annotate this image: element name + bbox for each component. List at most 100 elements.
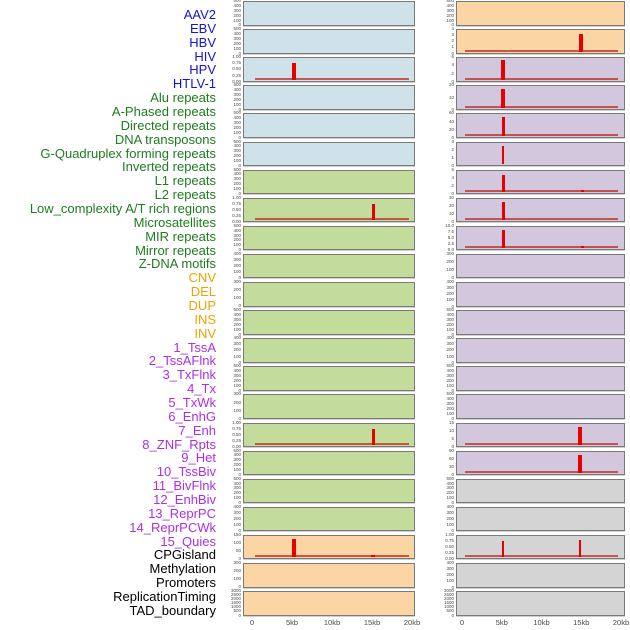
y-tick: 0 bbox=[238, 612, 241, 618]
y-tick: 1 bbox=[451, 44, 454, 50]
y-tick: 0 bbox=[451, 78, 454, 84]
feature-label-Low_complexity A/T rich regions: Low_complexity A/T rich regions bbox=[29, 200, 216, 216]
y-axis-ticks-4_Tx: 3 2 1 0 bbox=[432, 139, 454, 169]
y-axis-ticks-14_ReprPCWk: 15 10 5 0 bbox=[432, 420, 454, 450]
y-tick: 200 bbox=[233, 516, 241, 522]
track-panel-6_EnhG bbox=[456, 197, 625, 223]
y-tick: 500 bbox=[233, 138, 241, 144]
track-panel-7_Enh bbox=[456, 225, 625, 251]
y-tick: 5 bbox=[451, 435, 454, 441]
plot-data-area bbox=[463, 227, 620, 250]
y-tick: 300 bbox=[233, 373, 241, 379]
plot-data-area bbox=[253, 424, 411, 447]
track-panel-DEL bbox=[243, 563, 415, 588]
data-spike bbox=[501, 229, 505, 249]
y-tick: 1.00 bbox=[232, 419, 241, 425]
y-axis-ticks-Mirror repeats: 500 400 300 200 100 0 bbox=[219, 476, 241, 506]
y-tick: 400 bbox=[233, 2, 241, 8]
track-panel-13_ReprPC bbox=[456, 394, 625, 419]
plot-data-area bbox=[463, 452, 620, 475]
plot-data-area bbox=[253, 199, 411, 222]
plot-data-area bbox=[463, 58, 620, 81]
data-spike bbox=[371, 204, 375, 221]
y-axis-ticks-7_Enh: 10.0 7.5 5.0 2.5 0.0 bbox=[432, 223, 454, 253]
y-tick: 0.00 bbox=[232, 444, 241, 449]
data-baseline bbox=[254, 555, 410, 558]
y-tick: 0.75 bbox=[232, 425, 241, 431]
y-tick: 300 bbox=[233, 148, 241, 154]
y-axis-ticks-DUP: 3000 2500 2000 1500 1000 500 0 bbox=[219, 588, 241, 618]
y-tick: 300 bbox=[446, 401, 454, 407]
y-tick: 300 bbox=[446, 341, 454, 347]
feature-label-MIR repeats: MIR repeats bbox=[145, 228, 216, 244]
y-axis-ticks-15_Quies: 90 60 30 0 bbox=[432, 447, 454, 478]
y-tick: 100 bbox=[233, 495, 241, 501]
feature-label-Methylation: Methylation bbox=[149, 561, 216, 577]
y-tick: 0 bbox=[451, 331, 454, 337]
feature-label-CNV: CNV bbox=[188, 270, 216, 286]
track-panel-Mirror repeats bbox=[243, 478, 415, 504]
y-tick: 300 bbox=[233, 341, 241, 347]
y-tick: 200 bbox=[233, 263, 241, 269]
y-tick: 0 bbox=[238, 162, 241, 168]
y-tick: 400 bbox=[446, 2, 454, 8]
y-tick: 500 bbox=[446, 608, 454, 614]
y-axis-ticks-Methylation: 400 300 200 100 0 bbox=[432, 504, 454, 534]
y-tick: 100 bbox=[446, 326, 454, 332]
y-tick: 1.00 bbox=[232, 194, 241, 200]
y-tick: 1500 bbox=[230, 600, 241, 606]
y-tick: 300 bbox=[233, 7, 241, 13]
y-tick: 0 bbox=[238, 387, 241, 393]
y-tick: 2500 bbox=[230, 592, 241, 598]
y-tick: 400 bbox=[446, 368, 454, 374]
y-tick: 500 bbox=[233, 110, 241, 116]
y-tick: 200 bbox=[233, 153, 241, 159]
feature-label-G-Quadruplex forming repeats: G-Quadruplex forming repeats bbox=[40, 145, 216, 161]
data-spike bbox=[292, 63, 297, 80]
data-spike bbox=[501, 117, 505, 136]
track-panel-10_TssBiv bbox=[456, 310, 625, 335]
data-baseline bbox=[464, 49, 619, 52]
y-tick: 2 bbox=[451, 70, 454, 76]
y-tick: 7.5 bbox=[447, 228, 454, 234]
plot-data-area bbox=[253, 311, 411, 334]
y-axis-ticks-12_EnhBiv: 500 400 300 200 100 0 bbox=[432, 364, 454, 393]
y-tick: 200 bbox=[233, 321, 241, 327]
feature-label-HBV: HBV bbox=[189, 34, 216, 50]
y-tick: 400 bbox=[233, 311, 241, 317]
track-panel-4_Tx bbox=[456, 141, 625, 166]
y-tick: 90 bbox=[448, 447, 454, 453]
data-spike bbox=[578, 540, 582, 558]
y-axis-ticks-HPV: 500 400 300 200 100 0 bbox=[219, 111, 241, 140]
y-tick: 0 bbox=[451, 303, 454, 309]
y-axis-ticks-10_TssBiv: 500 400 300 200 100 0 bbox=[432, 307, 454, 337]
y-tick: 400 bbox=[446, 335, 454, 341]
y-tick: 0 bbox=[451, 612, 454, 618]
y-tick: 6 bbox=[451, 54, 454, 60]
track-panel-AAV2 bbox=[243, 1, 415, 26]
track-panel-INS bbox=[456, 1, 625, 26]
y-axis-ticks-L2 repeats: 500 400 300 200 100 0 bbox=[219, 364, 241, 393]
plot-data-area bbox=[463, 143, 620, 166]
feature-label-DEL: DEL bbox=[190, 284, 216, 300]
track-panel-3_TxFlnk bbox=[456, 113, 625, 138]
x-tick-label: 5kb bbox=[495, 618, 508, 627]
data-baseline bbox=[464, 218, 619, 221]
y-axis-ticks-3_TxFlnk: 60 40 20 0 bbox=[432, 111, 454, 140]
plot-data-area bbox=[463, 339, 620, 362]
data-spike bbox=[580, 246, 584, 249]
y-tick: 300 bbox=[233, 391, 241, 397]
plot-data-area bbox=[253, 283, 411, 306]
y-tick: 10 bbox=[448, 94, 454, 100]
y-tick: 500 bbox=[233, 608, 241, 614]
feature-label-4_Tx: 4_Tx bbox=[187, 381, 216, 397]
y-tick: 300 bbox=[233, 176, 241, 182]
y-tick: 100 bbox=[233, 158, 241, 164]
y-tick: 0 bbox=[238, 22, 241, 28]
y-tick: 300 bbox=[446, 485, 454, 491]
data-spike bbox=[578, 454, 582, 474]
y-tick: 500 bbox=[233, 166, 241, 172]
feature-label-L2 repeats: L2 repeats bbox=[154, 187, 216, 203]
y-tick: 100 bbox=[233, 269, 241, 275]
